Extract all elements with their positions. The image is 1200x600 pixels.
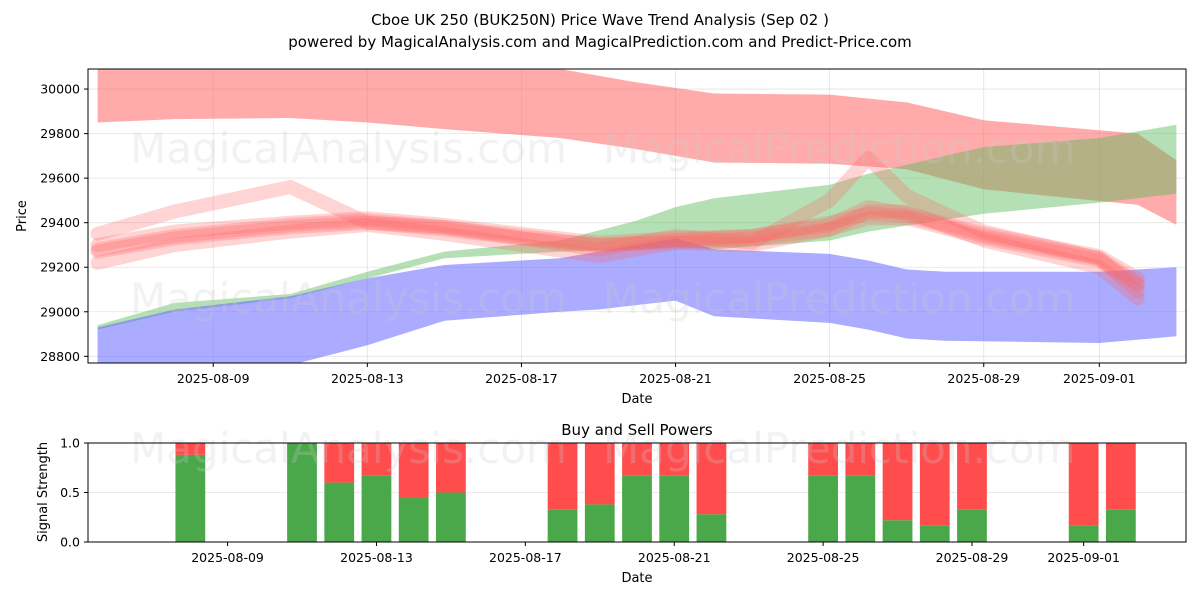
power-x-tick-label: 2025-08-17 xyxy=(489,550,562,565)
sell-bar xyxy=(361,443,392,476)
buy-bar xyxy=(287,443,317,542)
price-x-tick-label: 2025-08-17 xyxy=(485,371,558,386)
sell-bar xyxy=(584,443,615,505)
buy-bar xyxy=(398,497,429,542)
price-y-tick-label: 29200 xyxy=(40,260,80,275)
price-wave-line-2 xyxy=(90,200,1145,286)
watermark-3: MagicalAnalysis.com xyxy=(130,274,567,323)
price-plot-frame xyxy=(87,68,1187,364)
buy-bar xyxy=(957,509,987,542)
power-x-tick-label: 2025-08-21 xyxy=(638,550,711,565)
price-band-3 xyxy=(97,238,1177,363)
sell-bar xyxy=(808,443,838,476)
power-y-tick-label: 0.5 xyxy=(60,485,80,500)
price-y-tick-label: 30000 xyxy=(40,82,80,97)
price-wave-line-3 xyxy=(90,151,1145,299)
price-x-tick-label: 2025-09-01 xyxy=(1063,371,1136,386)
price-x-tick-label: 2025-08-29 xyxy=(947,371,1020,386)
chart-title: Cboe UK 250 (BUK250N) Price Wave Trend A… xyxy=(371,11,829,29)
buy-bar xyxy=(696,514,727,542)
price-y-tick-label: 29800 xyxy=(40,126,80,141)
price-y-ticks: 28800 29000 29200 29400 29600 29800 30000 xyxy=(40,82,88,364)
price-x-ticks: 2025-08-09 2025-08-13 2025-08-17 2025-08-21… xyxy=(177,363,1136,386)
power-x-tick-label: 2025-08-13 xyxy=(340,550,413,565)
price-x-tick-label: 2025-08-13 xyxy=(331,371,404,386)
power-bars xyxy=(175,443,1136,542)
price-band-1 xyxy=(97,69,1177,225)
sell-bar xyxy=(919,443,950,526)
price-panel: MagicalAnalysis.com MagicalPrediction.co… xyxy=(15,68,1187,407)
price-x-tick-label: 2025-08-09 xyxy=(177,371,250,386)
buy-bar xyxy=(622,475,652,542)
sell-bar xyxy=(1068,443,1099,526)
price-bands xyxy=(97,69,1177,363)
sell-bar xyxy=(175,443,206,455)
buy-bar xyxy=(547,509,578,542)
power-x-tick-label: 2025-08-09 xyxy=(191,550,264,565)
power-x-tick-label: 2025-09-01 xyxy=(1047,550,1120,565)
price-wave-line-1 xyxy=(90,211,1145,292)
watermark-6: MagicalPrediction.com xyxy=(603,424,1076,473)
sell-bar xyxy=(547,443,578,510)
sell-bar xyxy=(659,443,690,476)
sell-bar xyxy=(696,443,727,515)
sell-bar xyxy=(957,443,987,510)
power-y-tick-label: 0.0 xyxy=(60,535,80,550)
price-x-tick-label: 2025-08-25 xyxy=(793,371,866,386)
price-band-2 xyxy=(97,124,1177,330)
price-x-axis-label: Date xyxy=(621,392,652,407)
buy-bar xyxy=(1068,525,1099,542)
buy-bar xyxy=(584,504,615,542)
sell-bar xyxy=(1105,443,1136,510)
buy-bar xyxy=(361,475,392,542)
sell-bar xyxy=(398,443,429,498)
power-y-tick-label: 1.0 xyxy=(60,436,80,451)
power-y-axis-label: Signal Strength xyxy=(36,442,51,542)
watermark-1: MagicalAnalysis.com xyxy=(130,124,567,173)
power-x-axis-label: Date xyxy=(621,571,652,586)
price-y-tick-label: 28800 xyxy=(40,349,80,364)
buy-bar xyxy=(808,475,838,542)
sell-bar xyxy=(845,443,876,476)
sell-bar xyxy=(436,443,466,493)
price-wave-line-4 xyxy=(90,204,1145,306)
power-panel: Buy and Sell Powers MagicalAnalysis.com … xyxy=(36,421,1187,586)
buy-bar xyxy=(1105,509,1136,542)
chart-subtitle: powered by MagicalAnalysis.com and Magic… xyxy=(288,33,912,51)
price-y-tick-label: 29600 xyxy=(40,171,80,186)
buy-bar xyxy=(845,475,876,542)
price-x-tick-label: 2025-08-21 xyxy=(639,371,712,386)
sell-bar xyxy=(622,443,652,476)
price-y-tick-label: 29400 xyxy=(40,215,80,230)
price-y-axis-label: Price xyxy=(15,200,30,232)
sell-bar xyxy=(324,443,355,483)
power-y-ticks: 0.0 0.5 1.0 xyxy=(60,436,88,550)
buy-bar xyxy=(175,454,206,542)
watermark-4: MagicalPrediction.com xyxy=(603,274,1076,323)
buy-bar xyxy=(882,520,913,542)
buy-bar xyxy=(659,475,690,542)
buy-bar xyxy=(919,525,950,542)
buy-bar xyxy=(436,492,466,542)
watermark-2: MagicalPrediction.com xyxy=(603,124,1076,173)
buy-bar xyxy=(324,482,355,542)
power-x-tick-label: 2025-08-25 xyxy=(787,550,860,565)
price-wave-line-5 xyxy=(90,206,1145,290)
power-x-tick-label: 2025-08-29 xyxy=(936,550,1009,565)
price-wave-lines xyxy=(90,151,1145,306)
power-x-ticks: 2025-08-09 2025-08-13 2025-08-17 2025-08-21… xyxy=(191,542,1120,565)
sell-bar xyxy=(882,443,913,521)
power-chart-title: Buy and Sell Powers xyxy=(561,421,713,439)
watermark-5: MagicalAnalysis.com xyxy=(130,424,567,473)
price-y-tick-label: 29000 xyxy=(40,304,80,319)
